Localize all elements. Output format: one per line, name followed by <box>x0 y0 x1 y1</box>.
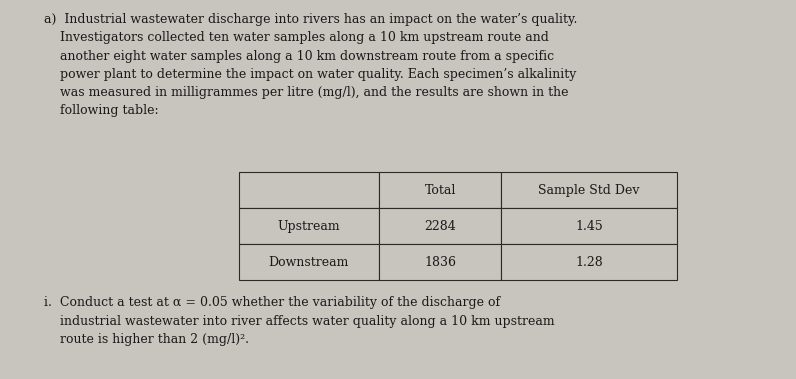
Text: power plant to determine the impact on water quality. Each specimen’s alkalinity: power plant to determine the impact on w… <box>44 68 576 81</box>
Bar <box>501 244 677 280</box>
Text: Investigators collected ten water samples along a 10 km upstream route and: Investigators collected ten water sample… <box>44 31 548 44</box>
Text: was measured in milligrammes per litre (mg/l), and the results are shown in the: was measured in milligrammes per litre (… <box>44 86 568 99</box>
Text: industrial wastewater into river affects water quality along a 10 km upstream: industrial wastewater into river affects… <box>44 315 554 327</box>
Text: 1.28: 1.28 <box>576 256 603 269</box>
Text: route is higher than 2 (mg/l)².: route is higher than 2 (mg/l)². <box>44 333 249 346</box>
Text: Downstream: Downstream <box>269 256 349 269</box>
Bar <box>239 244 379 280</box>
Bar <box>379 172 501 208</box>
Bar <box>239 172 379 208</box>
Text: a)  Industrial wastewater discharge into rivers has an impact on the water’s qua: a) Industrial wastewater discharge into … <box>44 13 577 26</box>
Text: Upstream: Upstream <box>278 220 340 233</box>
Bar <box>239 208 379 244</box>
Bar <box>501 172 677 208</box>
Text: Sample Std Dev: Sample Std Dev <box>538 184 640 197</box>
Text: 1836: 1836 <box>424 256 456 269</box>
Text: i.  Conduct a test at α = 0.05 whether the variability of the discharge of: i. Conduct a test at α = 0.05 whether th… <box>44 296 500 309</box>
Bar <box>379 244 501 280</box>
Bar <box>501 208 677 244</box>
Text: another eight water samples along a 10 km downstream route from a specific: another eight water samples along a 10 k… <box>44 50 554 63</box>
Text: following table:: following table: <box>44 104 158 117</box>
Text: 1.45: 1.45 <box>576 220 603 233</box>
Text: 2284: 2284 <box>424 220 456 233</box>
Text: Total: Total <box>424 184 456 197</box>
Bar <box>379 208 501 244</box>
